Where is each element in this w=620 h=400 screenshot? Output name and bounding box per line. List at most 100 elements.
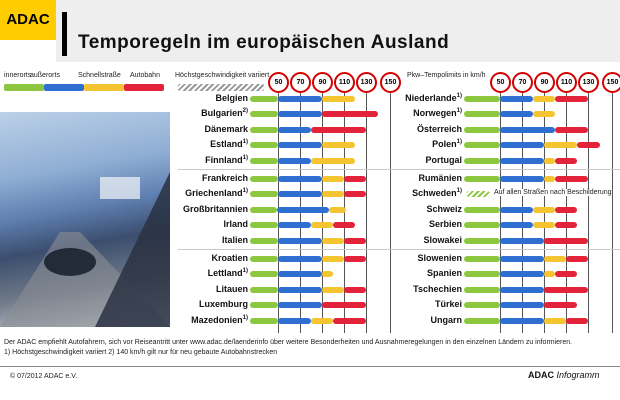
bar-ausserorts bbox=[500, 256, 544, 262]
bar-ausserorts bbox=[500, 302, 544, 309]
bar-ausserorts bbox=[278, 237, 322, 244]
legend-swatch-3 bbox=[124, 84, 164, 91]
country-note: 1) bbox=[456, 93, 462, 99]
bar-autobahn bbox=[344, 191, 366, 198]
country-note: 2) bbox=[242, 108, 248, 115]
country-label: Norwegen1) bbox=[413, 108, 462, 118]
country-name: Estland bbox=[210, 139, 243, 150]
bar-innerorts bbox=[464, 256, 500, 262]
country-name: Mazedonien bbox=[191, 314, 243, 325]
tick-sign-70-panel0: 70 bbox=[290, 72, 311, 93]
title-band bbox=[56, 0, 620, 62]
bar-ausserorts bbox=[500, 286, 544, 293]
bar-schnellstrasse bbox=[322, 237, 344, 244]
adac-logo: ADAC bbox=[0, 0, 56, 40]
bar-autobahn bbox=[544, 286, 588, 293]
bar-ausserorts bbox=[278, 271, 322, 278]
bar-schnellstrasse bbox=[544, 157, 555, 164]
country-label: Österreich bbox=[417, 124, 462, 134]
bar-innerorts bbox=[250, 126, 278, 133]
country-name: Schweiz bbox=[426, 203, 462, 214]
bar-innerorts bbox=[250, 142, 278, 149]
car-photo-graphic bbox=[0, 172, 170, 327]
bar-schnellstrasse bbox=[544, 271, 555, 278]
gridline-110-panel0 bbox=[344, 93, 345, 333]
bar-innerorts bbox=[464, 126, 500, 133]
bar-autobahn bbox=[555, 206, 577, 213]
country-label: Türkei bbox=[435, 299, 462, 309]
bar-schnellstrasse bbox=[322, 286, 344, 293]
bar-ausserorts bbox=[278, 157, 311, 164]
country-note: 1) bbox=[242, 268, 248, 275]
bar-ausserorts bbox=[278, 176, 322, 182]
group-divider bbox=[392, 248, 620, 250]
bar-autobahn bbox=[333, 317, 366, 324]
country-label: Luxemburg bbox=[199, 299, 248, 309]
gridline-90-panel1 bbox=[544, 93, 545, 333]
bar-schnellstrasse bbox=[533, 96, 555, 102]
country-note: 1) bbox=[242, 154, 248, 161]
bar-ausserorts bbox=[278, 96, 322, 102]
bar-autobahn bbox=[344, 286, 366, 293]
bar-ausserorts bbox=[278, 142, 322, 149]
bar-autobahn bbox=[555, 222, 577, 229]
country-name: Belgien bbox=[215, 93, 248, 103]
country-name: Türkei bbox=[434, 299, 462, 310]
country-label: Litauen bbox=[216, 284, 248, 294]
tick-sign-110-panel1: 110 bbox=[556, 72, 577, 93]
tick-sign-150-panel0: 150 bbox=[380, 72, 401, 93]
bar-schnellstrasse bbox=[544, 176, 555, 182]
bar-ausserorts bbox=[500, 317, 544, 324]
legend-swatch-2 bbox=[84, 84, 124, 91]
bar-innerorts bbox=[250, 271, 278, 278]
country-name: Rumänien bbox=[418, 173, 462, 183]
bar-schnellstrasse bbox=[311, 157, 355, 164]
country-label: Tschechien bbox=[413, 284, 462, 294]
bar-autobahn bbox=[555, 96, 588, 102]
bar-innerorts bbox=[250, 302, 278, 309]
country-label: Ungarn bbox=[431, 315, 463, 325]
country-name: Niederlande bbox=[405, 93, 457, 103]
gridline-70-panel0 bbox=[300, 93, 301, 333]
bar-innerorts bbox=[250, 222, 278, 229]
bar-ausserorts bbox=[500, 96, 533, 102]
tick-sign-110-panel0: 110 bbox=[334, 72, 355, 93]
footnote-recommendation: Der ADAC empfiehlt Autofahrern, sich vor… bbox=[4, 339, 573, 346]
country-label: Bulgarien2) bbox=[201, 108, 248, 118]
bar-autobahn bbox=[555, 176, 588, 182]
country-label: Rumänien bbox=[418, 173, 462, 183]
bar-innerorts bbox=[464, 237, 500, 244]
legend-variable-swatch bbox=[178, 84, 264, 91]
bar-innerorts bbox=[464, 111, 500, 118]
country-name: Spanien bbox=[426, 268, 462, 279]
bar-innerorts bbox=[464, 176, 500, 182]
bar-autobahn bbox=[566, 256, 588, 262]
tick-sign-130-panel0: 130 bbox=[356, 72, 377, 93]
legend-label-2: Schnellstraße bbox=[78, 72, 121, 79]
country-label: Großbritannien bbox=[183, 204, 248, 214]
bar-autobahn bbox=[322, 302, 366, 309]
country-name: Bulgarien bbox=[201, 108, 243, 119]
bar-autobahn bbox=[322, 111, 378, 118]
bar-autobahn bbox=[344, 256, 366, 262]
country-name: Italien bbox=[221, 234, 248, 245]
bar-schnellstrasse bbox=[322, 142, 355, 149]
country-name: Serbien bbox=[428, 219, 462, 230]
bar-innerorts bbox=[250, 256, 278, 262]
country-label: Niederlande1) bbox=[405, 93, 462, 103]
page-title: Temporegeln im europäischen Ausland bbox=[78, 32, 450, 53]
country-label: Belgien bbox=[215, 93, 248, 103]
bar-innerorts bbox=[250, 191, 278, 198]
bar-schnellstrasse bbox=[533, 222, 555, 229]
gridline-130-panel1 bbox=[588, 93, 589, 333]
tick-sign-90-panel1: 90 bbox=[534, 72, 555, 93]
footer-divider bbox=[0, 366, 620, 367]
country-label: Italien bbox=[222, 235, 248, 245]
bar-schnellstrasse bbox=[322, 191, 344, 198]
country-name: Schweden bbox=[412, 188, 457, 199]
bar-innerorts bbox=[250, 96, 278, 102]
bar-autobahn bbox=[555, 157, 577, 164]
country-name: Portugal bbox=[425, 154, 462, 165]
country-label: Schweiz bbox=[426, 204, 462, 214]
group-divider bbox=[392, 168, 620, 170]
